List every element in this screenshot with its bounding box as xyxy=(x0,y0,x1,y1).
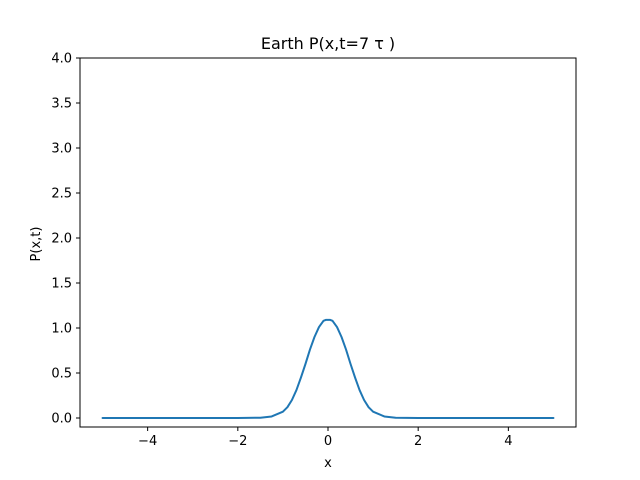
y-axis-label: P(x,t) xyxy=(29,227,44,262)
series-line xyxy=(101,318,555,419)
x-tick-label: −4 xyxy=(138,434,157,449)
y-axis: 0.0 0.5 1.0 1.5 2.0 2.5 3.0 3.5 4.0 xyxy=(51,52,80,427)
y-tick-label: 1.0 xyxy=(51,322,72,337)
y-tick-label: 0.0 xyxy=(51,412,72,427)
y-tick-label: 2.5 xyxy=(51,187,72,202)
x-axis: −4 −2 0 2 4 xyxy=(138,427,513,449)
y-tick-label: 4.0 xyxy=(51,52,72,67)
plot-area xyxy=(79,57,577,428)
series-layer xyxy=(101,318,555,419)
plot-frame xyxy=(79,57,577,428)
x-axis-label: x xyxy=(324,456,332,471)
y-tick-label: 2.0 xyxy=(51,232,72,247)
y-tick-label: 3.5 xyxy=(51,97,72,112)
x-tick-label: −2 xyxy=(228,434,247,449)
y-tick-label: 1.5 xyxy=(51,277,72,292)
chart-title: Earth P(x,t=7 τ ) xyxy=(261,34,395,53)
x-tick-label: 0 xyxy=(324,434,332,449)
y-tick-label: 0.5 xyxy=(51,367,72,382)
y-tick-label: 3.0 xyxy=(51,142,72,157)
x-tick-label: 2 xyxy=(414,434,422,449)
x-tick-label: 4 xyxy=(504,434,512,449)
